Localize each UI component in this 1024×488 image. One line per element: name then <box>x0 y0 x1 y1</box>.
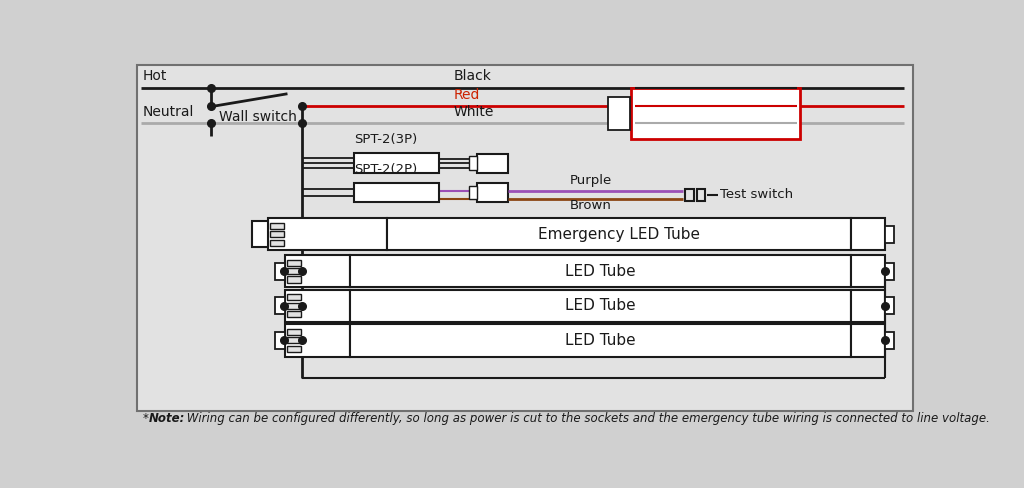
Bar <box>287 260 301 265</box>
Bar <box>631 88 801 140</box>
Text: Test switch: Test switch <box>720 188 794 202</box>
Bar <box>350 324 851 357</box>
Bar <box>885 263 894 280</box>
Bar <box>469 156 477 170</box>
Bar <box>608 97 630 130</box>
Bar <box>469 185 477 200</box>
Bar <box>287 329 301 335</box>
Bar <box>287 268 301 274</box>
Bar <box>477 154 508 173</box>
Bar <box>350 289 851 322</box>
Text: Emergency LED Tube: Emergency LED Tube <box>538 226 699 242</box>
Text: Purple: Purple <box>569 174 611 187</box>
Bar <box>285 324 350 357</box>
Text: LED Tube: LED Tube <box>565 298 636 313</box>
Bar <box>270 231 284 237</box>
Bar <box>387 218 851 250</box>
Bar <box>275 297 285 314</box>
Text: White: White <box>454 104 495 119</box>
Bar <box>287 337 301 344</box>
Bar <box>851 289 885 322</box>
Bar <box>270 240 284 245</box>
Bar <box>285 255 350 287</box>
Bar <box>267 218 387 250</box>
Bar <box>851 324 885 357</box>
Bar <box>885 332 894 349</box>
Text: *: * <box>143 412 153 425</box>
Bar <box>354 153 438 173</box>
Bar <box>270 223 284 229</box>
Text: LED Tube: LED Tube <box>565 333 636 348</box>
Bar <box>287 294 301 300</box>
Text: LED Tube: LED Tube <box>565 264 636 279</box>
Text: Hot: Hot <box>143 69 167 83</box>
Bar <box>275 263 285 280</box>
Bar <box>252 221 267 247</box>
Bar <box>354 183 438 202</box>
Bar <box>285 289 350 322</box>
Text: SPT-2(2P): SPT-2(2P) <box>354 163 417 176</box>
Bar <box>851 218 885 250</box>
Bar <box>851 255 885 287</box>
Bar <box>685 189 693 201</box>
Text: Black: Black <box>454 69 492 83</box>
Bar <box>477 183 508 202</box>
Bar <box>275 332 285 349</box>
Bar <box>287 277 301 283</box>
Text: Wall switch: Wall switch <box>219 110 297 124</box>
Text: Red: Red <box>454 88 480 102</box>
Text: Brown: Brown <box>569 200 611 212</box>
Bar <box>696 189 706 201</box>
Bar <box>287 303 301 309</box>
Text: SPT-2(3P): SPT-2(3P) <box>354 133 417 146</box>
Text: Note:: Note: <box>148 412 184 425</box>
Bar <box>885 225 894 243</box>
Text: Wiring can be configured differently, so long as power is cut to the sockets and: Wiring can be configured differently, so… <box>183 412 990 425</box>
Bar <box>287 346 301 352</box>
Bar <box>350 255 851 287</box>
Bar <box>287 311 301 317</box>
Text: Neutral: Neutral <box>143 104 195 119</box>
Bar <box>885 297 894 314</box>
